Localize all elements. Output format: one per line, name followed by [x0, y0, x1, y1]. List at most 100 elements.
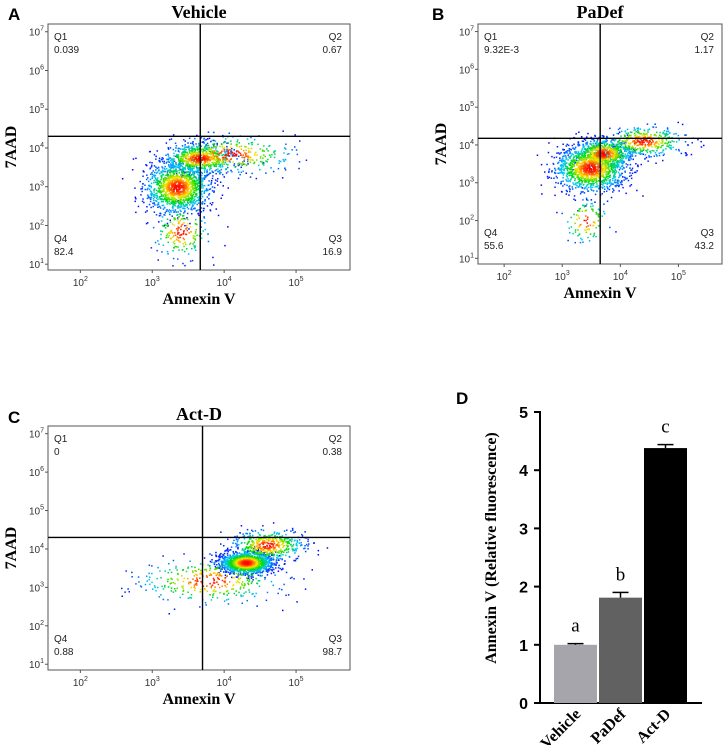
event-point: [589, 151, 591, 153]
event-point: [641, 153, 643, 155]
event-point: [575, 159, 578, 161]
event-point: [245, 172, 247, 174]
event-point: [574, 199, 577, 201]
event-point: [593, 140, 596, 142]
event-point: [571, 174, 573, 177]
event-point: [177, 207, 179, 209]
event-point: [162, 204, 165, 207]
event-point: [205, 187, 208, 190]
event-point: [567, 167, 569, 169]
event-point: [604, 165, 607, 167]
event-point: [562, 149, 564, 151]
event-point: [581, 204, 584, 206]
event-point: [183, 222, 185, 224]
event-point: [196, 184, 199, 186]
event-point: [179, 214, 182, 216]
event-point: [563, 149, 565, 151]
event-point: [186, 195, 188, 198]
event-point: [190, 161, 193, 163]
event-point: [194, 239, 197, 241]
event-point: [184, 191, 187, 194]
event-point: [210, 158, 212, 161]
event-point: [576, 162, 579, 164]
event-point: [570, 154, 573, 157]
event-point: [165, 197, 168, 199]
event-point: [587, 154, 589, 156]
event-point: [615, 165, 617, 167]
event-point: [572, 176, 574, 178]
event-point: [196, 189, 198, 191]
event-point: [181, 163, 183, 165]
event-point: [568, 186, 570, 188]
event-point: [194, 148, 197, 150]
event-point: [582, 191, 584, 193]
event-point: [583, 187, 585, 190]
event-point: [628, 151, 630, 153]
event-point: [625, 166, 628, 168]
event-point: [585, 142, 587, 144]
event-point: [618, 190, 620, 192]
event-point: [158, 243, 160, 245]
event-point: [636, 170, 638, 172]
event-point: [208, 137, 211, 140]
event-point: [192, 177, 194, 179]
event-point: [590, 205, 592, 208]
event-point: [249, 176, 252, 178]
event-point: [577, 210, 580, 212]
event-point: [175, 174, 178, 177]
event-point: [666, 128, 669, 130]
event-point: [222, 156, 225, 159]
event-point: [200, 145, 203, 147]
event-point: [183, 176, 186, 178]
event-point: [610, 150, 612, 152]
event-point: [180, 179, 183, 181]
event-point: [181, 151, 183, 154]
event-point: [190, 164, 193, 166]
event-point: [634, 134, 637, 136]
event-point: [173, 164, 175, 167]
event-point: [168, 158, 171, 160]
event-point: [170, 157, 172, 160]
event-point: [192, 200, 195, 202]
event-point: [601, 144, 603, 147]
event-point: [178, 160, 181, 162]
event-point: [155, 199, 157, 202]
event-point: [554, 194, 556, 197]
event-point: [571, 160, 573, 162]
event-point: [256, 159, 258, 161]
event-point: [578, 166, 580, 169]
event-point: [181, 190, 183, 193]
event-point: [192, 198, 194, 200]
event-point: [578, 152, 580, 155]
event-point: [656, 140, 658, 143]
event-point: [225, 159, 227, 162]
event-point: [145, 164, 147, 166]
event-point: [635, 141, 637, 144]
event-point: [617, 160, 619, 162]
event-point: [592, 161, 595, 164]
event-point: [171, 190, 173, 193]
event-point: [630, 174, 633, 177]
event-point: [612, 179, 614, 182]
event-point: [612, 143, 615, 146]
plot-frame: [47, 23, 351, 271]
event-point: [198, 197, 200, 200]
event-point: [657, 146, 659, 148]
event-point: [579, 153, 582, 155]
event-point: [194, 182, 197, 184]
event-point: [150, 173, 152, 175]
event-point: [610, 165, 613, 168]
event-point: [574, 159, 576, 161]
event-point: [178, 184, 181, 186]
event-point: [612, 134, 615, 136]
event-point: [603, 191, 605, 193]
event-point: [597, 213, 599, 215]
event-point: [181, 196, 183, 198]
event-point: [172, 161, 174, 163]
event-point: [581, 210, 583, 213]
event-point: [192, 187, 194, 189]
event-point: [615, 151, 617, 153]
event-point: [631, 167, 634, 170]
event-point: [598, 159, 600, 161]
event-point: [580, 136, 583, 138]
